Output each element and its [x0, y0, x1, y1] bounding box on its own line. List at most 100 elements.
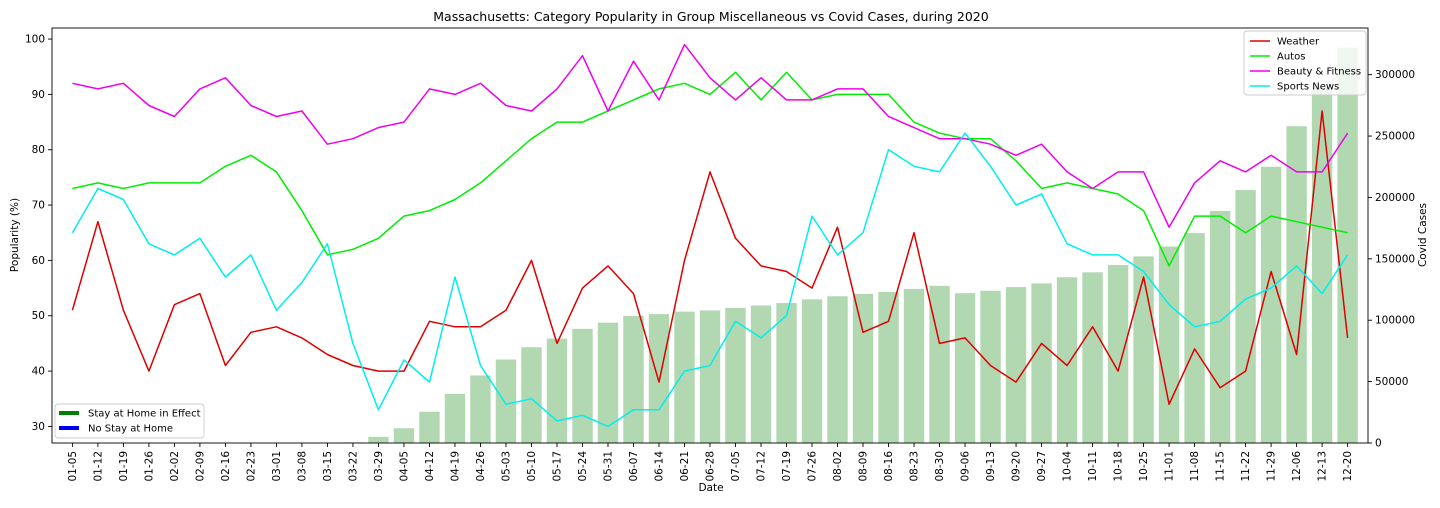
x-tick-label: 11-01 — [1164, 451, 1176, 482]
x-tick-label: 02-16 — [220, 451, 232, 482]
x-tick-label: 02-02 — [169, 451, 181, 482]
x-tick-label: 02-09 — [194, 451, 206, 482]
x-tick-label: 10-25 — [1138, 451, 1150, 482]
covid-bar-03-29 — [368, 436, 389, 443]
chart-title: Massachusetts: Category Popularity in Gr… — [433, 9, 988, 24]
covid-bar-05-10 — [521, 347, 542, 443]
covid-bar-06-07 — [623, 315, 644, 443]
x-tick-label: 08-02 — [832, 451, 844, 482]
x-tick-label: 01-05 — [67, 451, 79, 482]
x-tick-label: 12-06 — [1291, 451, 1303, 482]
x-tick-label: 04-26 — [475, 451, 487, 482]
covid-bar-07-05 — [725, 307, 746, 443]
x-axis-label: Date — [698, 482, 723, 494]
legend-label-weather: Weather — [1277, 37, 1320, 48]
x-tick-label: 01-12 — [92, 451, 104, 482]
x-tick-label: 09-27 — [1036, 451, 1048, 482]
covid-bar-08-23 — [903, 288, 925, 443]
covid-bar-11-15 — [1209, 210, 1231, 443]
y2-tick-label: 0 — [1375, 438, 1382, 450]
x-tick-label: 12-20 — [1342, 451, 1354, 482]
x-tick-label: 04-12 — [424, 451, 436, 482]
covid-bar-07-26 — [801, 299, 823, 443]
y-tick-label: 60 — [32, 255, 45, 267]
y-tick-label: 90 — [32, 89, 45, 101]
x-tick-label: 11-15 — [1215, 451, 1227, 482]
x-tick-label: 03-01 — [271, 451, 283, 482]
covid-bar-08-16 — [878, 291, 899, 443]
y-tick-label: 40 — [32, 366, 45, 378]
covid-bar-11-22 — [1235, 190, 1256, 443]
x-tick-label: 11-08 — [1189, 451, 1201, 482]
covid-bar-08-30 — [929, 285, 950, 443]
covid-bar-11-01 — [1158, 246, 1180, 443]
y-tick-label: 30 — [32, 421, 45, 433]
y2-axis-label: Covid Cases — [1417, 203, 1429, 267]
y2-tick-label: 50000 — [1375, 376, 1408, 388]
x-tick-label: 05-03 — [500, 451, 512, 482]
x-tick-label: 03-15 — [322, 451, 334, 482]
x-tick-label: 04-05 — [398, 451, 410, 482]
y2-tick-label: 250000 — [1375, 131, 1415, 143]
x-tick-label: 07-12 — [756, 451, 768, 482]
x-tick-label: 06-07 — [628, 451, 640, 482]
y-tick-label: 70 — [32, 200, 45, 212]
legend-label-beauty-fitness: Beauty & Fitness — [1277, 67, 1361, 78]
covid-bar-06-28 — [699, 310, 721, 443]
y2-tick-label: 200000 — [1375, 192, 1415, 204]
x-tick-label: 07-05 — [730, 451, 742, 482]
x-tick-label: 10-18 — [1113, 451, 1125, 482]
covid-bar-04-26 — [470, 375, 491, 443]
covid-bar-09-13 — [980, 290, 1001, 443]
y-tick-label: 50 — [32, 310, 45, 322]
x-tick-label: 12-13 — [1317, 451, 1329, 482]
legend-label-stay-at-home-in-effect: Stay at Home in Effect — [88, 409, 201, 420]
x-tick-label: 07-26 — [807, 451, 819, 482]
covid-bars — [342, 47, 1358, 444]
series-line-sports-news — [71, 132, 1349, 428]
covid-bar-08-02 — [827, 296, 848, 443]
stay-at-home-legend: Stay at Home in Effect No Stay at Home — [54, 403, 205, 439]
covid-bar-07-19 — [776, 303, 797, 443]
covid-bar-10-11 — [1082, 272, 1103, 443]
x-tick-label: 07-19 — [781, 451, 793, 482]
x-tick-label: 04-19 — [449, 451, 461, 482]
covid-bar-04-05 — [393, 428, 415, 443]
covid-bar-05-17 — [546, 338, 568, 443]
covid-bar-09-06 — [954, 293, 976, 443]
covid-bar-08-09 — [852, 293, 874, 443]
covid-bar-12-13 — [1311, 86, 1333, 444]
x-tick-label: 05-10 — [526, 451, 538, 482]
series-line-weather — [71, 110, 1349, 406]
stay-at-home-legend-box — [54, 403, 205, 439]
x-tick-label: 03-08 — [296, 451, 308, 482]
y2-tick-label: 300000 — [1375, 69, 1415, 81]
covid-bar-12-20 — [1337, 47, 1358, 444]
x-tick-label: 01-26 — [143, 451, 155, 482]
covid-bar-04-12 — [419, 411, 440, 443]
x-tick-label: 10-04 — [1062, 451, 1074, 482]
x-tick-label: 08-30 — [934, 451, 946, 482]
x-tick-label: 11-29 — [1266, 451, 1278, 482]
x-tick-label: 05-31 — [602, 451, 614, 482]
covid-bar-12-06 — [1286, 126, 1307, 443]
covid-bar-05-31 — [597, 322, 619, 443]
covid-bar-11-08 — [1184, 233, 1205, 443]
covid-bar-09-27 — [1031, 283, 1052, 443]
x-tick-label: 11-22 — [1240, 451, 1252, 482]
covid-bar-04-19 — [444, 393, 466, 443]
x-tick-label: 08-23 — [909, 451, 921, 482]
x-tick-label: 09-06 — [960, 451, 972, 482]
category-lines — [71, 43, 1349, 428]
series-line-autos — [72, 71, 1348, 267]
covid-bar-05-24 — [572, 328, 593, 443]
covid-bar-10-25 — [1133, 256, 1154, 443]
y2-tick-label: 100000 — [1375, 315, 1415, 327]
covid-bar-10-04 — [1056, 277, 1078, 443]
covid-bar-11-29 — [1260, 166, 1282, 443]
x-tick-label: 09-13 — [985, 451, 997, 482]
series-line-beauty-fitness — [72, 43, 1349, 228]
x-tick-label: 06-28 — [705, 451, 717, 482]
legend-label-no-stay-at-home: No Stay at Home — [88, 424, 173, 435]
